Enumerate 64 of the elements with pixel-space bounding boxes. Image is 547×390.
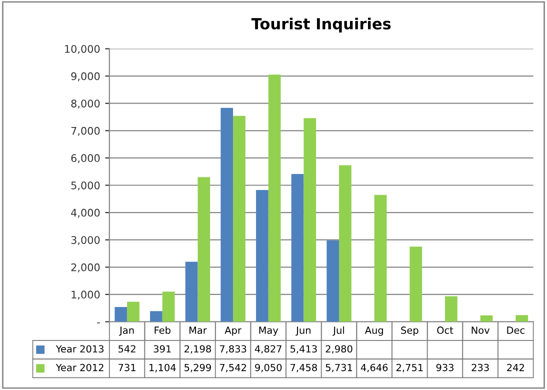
data-label: 5,413: [290, 345, 317, 354]
y-tick-label: 4,000: [71, 208, 100, 218]
bar: [291, 174, 304, 322]
bar: [445, 296, 458, 322]
x-tick-label: Feb: [154, 326, 170, 334]
y-tick-label: -: [97, 322, 100, 324]
data-label: 731: [118, 364, 136, 372]
y-tick-label: 2,000: [71, 263, 100, 272]
bar: [410, 246, 422, 322]
data-label: 2,198: [184, 345, 211, 354]
legend-label: Year 2013: [56, 345, 104, 353]
y-tick-label: 5,000: [71, 181, 100, 190]
data-label: 2,980: [326, 345, 352, 354]
x-tick-label: Sep: [401, 326, 418, 336]
x-tick-label: May: [259, 326, 278, 336]
bar: [304, 118, 316, 322]
x-tick-label: Oct: [437, 326, 454, 334]
x-tick-label: Mar: [190, 326, 207, 334]
bar: [150, 311, 162, 322]
bar: [114, 306, 128, 322]
data-label: 933: [436, 364, 454, 372]
x-tick-label: Apr: [224, 326, 242, 336]
y-tick-label: 1,000: [72, 290, 100, 300]
bar: [326, 240, 340, 322]
y-tick-label: 6,000: [71, 154, 100, 164]
x-tick-label: Jun: [296, 326, 310, 336]
y-tick-label: 3,000: [71, 236, 100, 246]
bar: [233, 116, 246, 322]
bar: [374, 194, 387, 322]
x-tick-label: Nov: [472, 326, 490, 334]
data-label: 7,458: [290, 364, 317, 372]
x-tick-label: Jan: [119, 326, 134, 336]
bar: [185, 262, 198, 322]
bar: [162, 292, 175, 322]
data-label: 4,827: [254, 345, 282, 354]
bar: [220, 108, 234, 322]
data-label: 4,646: [360, 364, 388, 372]
data-label: 9,050: [255, 364, 282, 372]
y-tick-label: 10,000: [65, 44, 100, 54]
data-label: 233: [472, 364, 489, 372]
data-label: 5,731: [326, 364, 352, 372]
data-label: 542: [118, 345, 136, 353]
data-label: 1,104: [150, 364, 176, 372]
data-label: 5,299: [184, 364, 211, 372]
bar: [198, 177, 210, 322]
bar: [127, 302, 140, 322]
bar: [256, 190, 268, 322]
bar: [516, 315, 528, 322]
chart-title: Tourist Inquiries: [251, 18, 391, 32]
data-label: 242: [507, 364, 524, 372]
bar: [339, 165, 352, 322]
data-label: 7,833: [220, 345, 246, 354]
x-tick-label: Dec: [507, 326, 524, 334]
bar: [480, 315, 493, 322]
data-label: 391: [154, 345, 171, 353]
x-tick-label: Jul: [332, 326, 344, 336]
y-tick-label: 7,000: [71, 126, 100, 136]
y-tick-label: 8,000: [71, 100, 100, 109]
bar: [268, 74, 281, 322]
legend-label: Year 2012: [56, 364, 104, 372]
data-label: 2,751: [396, 364, 423, 372]
x-tick-label: Aug: [364, 326, 383, 336]
y-tick-label: 9,000: [71, 72, 100, 82]
data-label: 7,542: [220, 364, 246, 372]
